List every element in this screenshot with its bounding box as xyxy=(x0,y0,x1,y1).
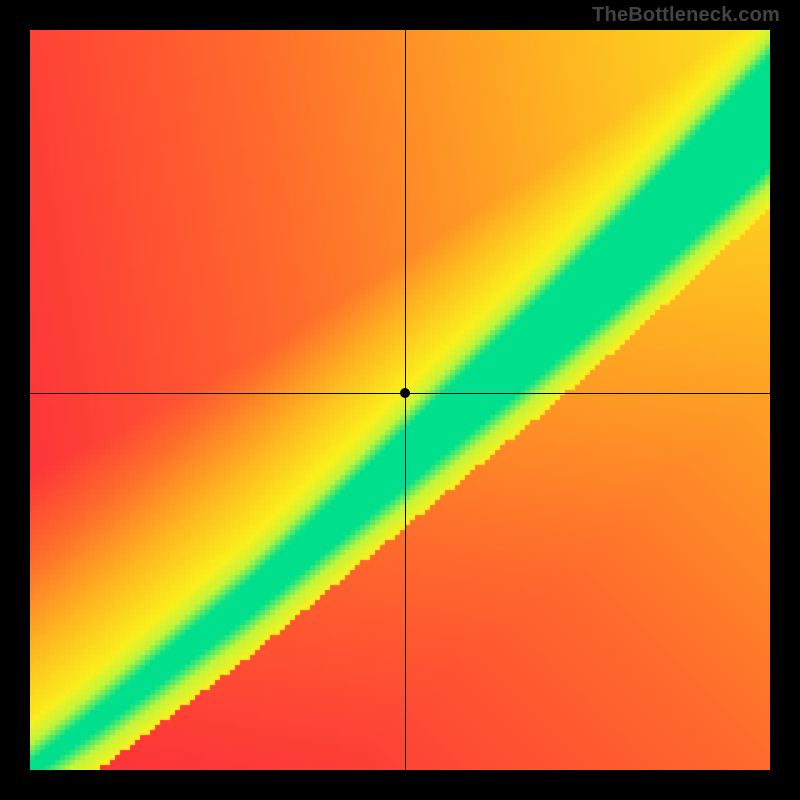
watermark-text: TheBottleneck.com xyxy=(592,4,780,27)
crosshair-marker-dot xyxy=(400,388,410,398)
bottleneck-heatmap xyxy=(30,30,770,770)
crosshair-vertical xyxy=(405,30,406,770)
plot-area xyxy=(30,30,770,770)
chart-container: TheBottleneck.com xyxy=(0,0,800,800)
